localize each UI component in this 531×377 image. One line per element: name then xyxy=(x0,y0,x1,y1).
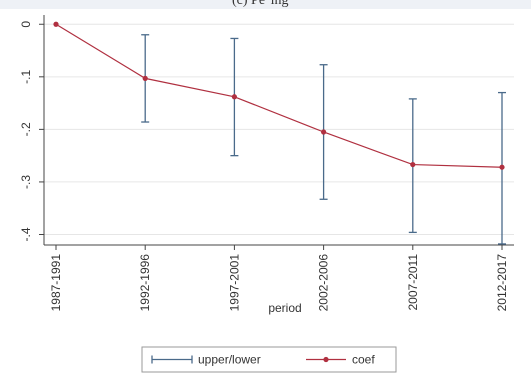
x-tick-label-3: 2002-2006 xyxy=(317,254,331,312)
axes xyxy=(43,15,514,246)
x-tick-label-0: 1987-1991 xyxy=(49,254,63,312)
x-tick-label-4: 2007-2011 xyxy=(406,254,420,311)
legend-label-upper-lower: upper/lower xyxy=(198,353,261,367)
coef-point-3 xyxy=(321,129,327,135)
y-tick-label-0: 0 xyxy=(19,21,33,28)
error-bars xyxy=(141,34,506,245)
legend: upper/lower coef xyxy=(141,346,397,373)
legend-box xyxy=(141,346,397,373)
y-tick-label-4: -.4 xyxy=(19,227,33,241)
coef-point-2 xyxy=(231,94,237,100)
x-tick-label-2: 1997-2001 xyxy=(227,254,241,312)
figure-caption-fragment: (c) Pe°ing xyxy=(232,0,289,8)
coef-series xyxy=(53,21,505,170)
x-ticks: 1987-1991 1992-1996 1997-2001 2002-2006 2007… xyxy=(49,245,509,311)
legend-key-coef-marker xyxy=(323,356,329,363)
coef-point-4 xyxy=(410,161,416,168)
legend-label-coef: coef xyxy=(352,353,375,367)
y-tick-label-1: -.1 xyxy=(19,69,33,83)
y-tick-label-2: -.2 xyxy=(19,122,33,136)
coef-point-5 xyxy=(499,164,505,170)
gridlines xyxy=(44,23,514,235)
top-strip xyxy=(0,0,531,9)
y-ticks: 0 -.1 -.2 -.3 -.4 xyxy=(19,21,44,241)
x-tick-label-1: 1992-1996 xyxy=(138,254,152,312)
x-tick-label-5: 2012-2017 xyxy=(495,254,509,312)
coef-line xyxy=(55,23,503,168)
coef-point-0 xyxy=(53,21,59,27)
coef-point-1 xyxy=(142,75,148,81)
x-axis-label: period xyxy=(268,301,301,315)
y-tick-label-3: -.3 xyxy=(19,175,33,189)
